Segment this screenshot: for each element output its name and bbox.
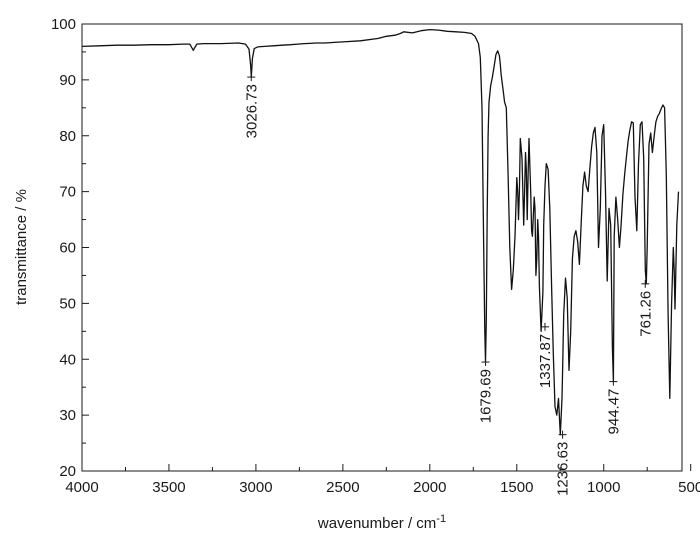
plot-area-frame <box>81 23 683 472</box>
peak-label: 3026.73 <box>243 84 260 138</box>
y-tick-label: 80 <box>59 128 76 145</box>
y-tick-label: 60 <box>59 240 76 257</box>
x-tick-label: 4000 <box>65 479 98 496</box>
y-tick-label: 20 <box>59 463 76 480</box>
peak-marker: 1337.87 <box>537 322 554 388</box>
peak-label: 1679.69 <box>478 369 495 423</box>
y-tick-label: 70 <box>59 184 76 201</box>
peak-marker: 1236.63 <box>555 430 572 496</box>
peak-marker: 944.47 <box>605 377 622 435</box>
spectrum-line <box>81 28 680 436</box>
x-tick-label: 2000 <box>413 479 446 496</box>
y-tick-label: 40 <box>59 351 76 368</box>
x-axis-ticks: 4000 3500 3000 2500 2000 1500 1000 500 <box>65 464 700 496</box>
x-tick-label: 1500 <box>500 479 533 496</box>
peak-label: 1337.87 <box>537 334 554 388</box>
y-tick-label: 30 <box>59 407 76 424</box>
peak-label: 944.47 <box>605 389 622 435</box>
peak-label: 1236.63 <box>555 442 572 496</box>
x-tick-label: 3500 <box>152 479 185 496</box>
y-axis-label: transmittance / % <box>13 189 30 305</box>
x-axis-label: wavenumber / cm-1 <box>317 513 446 532</box>
peak-label: 761.26 <box>637 291 654 337</box>
peak-annotations: 3026.73 1679.69 1337.87 1236.63 944.47 761.26 <box>243 73 654 496</box>
peak-marker: 3026.73 <box>243 73 260 138</box>
x-tick-label: 1000 <box>587 479 620 496</box>
y-tick-label: 90 <box>59 72 76 89</box>
x-tick-label: 3000 <box>239 479 272 496</box>
x-tick-label: 500 <box>678 479 700 496</box>
y-axis-ticks: 20 30 40 50 60 70 80 90 100 <box>51 16 89 480</box>
peak-marker: 761.26 <box>637 279 654 337</box>
series-layer <box>81 28 680 436</box>
peak-marker: 1679.69 <box>478 358 495 423</box>
y-tick-label: 50 <box>59 295 76 312</box>
x-tick-label: 2500 <box>326 479 359 496</box>
y-tick-label: 100 <box>51 16 76 33</box>
